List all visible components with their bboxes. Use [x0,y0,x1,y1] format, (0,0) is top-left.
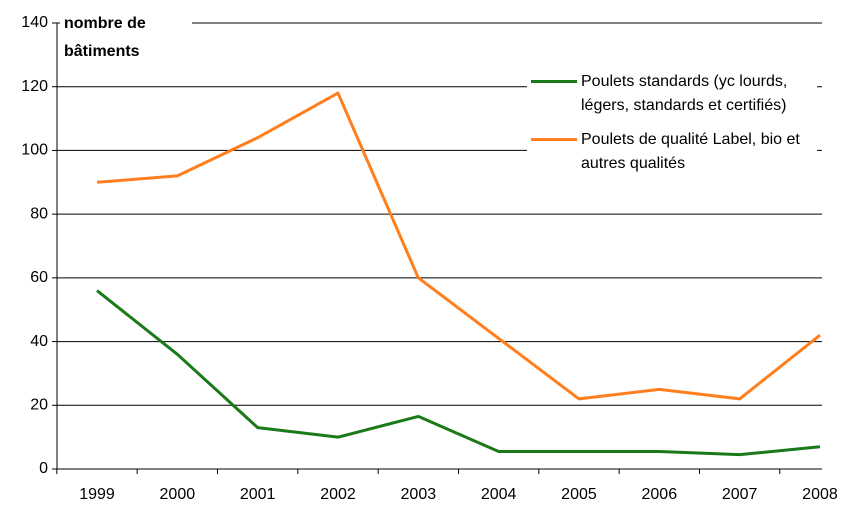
x-tick-label: 2002 [320,486,356,503]
legend-item: Poulets de qualité Label, bio et autres … [527,128,817,176]
legend: Poulets standards (yc lourds, légers, st… [527,70,817,186]
legend-item: Poulets standards (yc lourds, légers, st… [527,70,817,118]
x-tick-label: 2003 [401,486,437,503]
y-axis-title: nombre de bâtiments [60,10,192,66]
y-axis-title-line: bâtiments [64,43,140,60]
x-tick-label: 2007 [722,486,758,503]
x-tick-label: 1999 [79,486,115,503]
x-tick-label: 2008 [802,486,838,503]
y-tick-label: 120 [21,78,48,95]
x-tick-label: 2000 [160,486,196,503]
x-tick-label: 2001 [240,486,276,503]
series-line [96,289,821,457]
x-tick-label: 2005 [561,486,597,503]
y-tick-label: 20 [30,397,48,414]
y-tick-label: 40 [30,333,48,350]
y-tick-label: 80 [30,205,48,222]
legend-swatch [531,80,577,83]
y-tick-label: 60 [30,269,48,286]
y-tick-label: 140 [21,14,48,31]
legend-swatch [531,138,577,141]
series-line [96,91,821,401]
x-tick-label: 2006 [642,486,678,503]
y-tick-label: 0 [39,460,48,477]
legend-label: Poulets de qualité Label, bio et autres … [581,131,800,172]
legend-label: Poulets standards (yc lourds, légers, st… [581,73,788,114]
y-tick-label: 100 [21,142,48,159]
x-tick-label: 2004 [481,486,517,503]
y-axis-title-line: nombre de [64,15,146,32]
